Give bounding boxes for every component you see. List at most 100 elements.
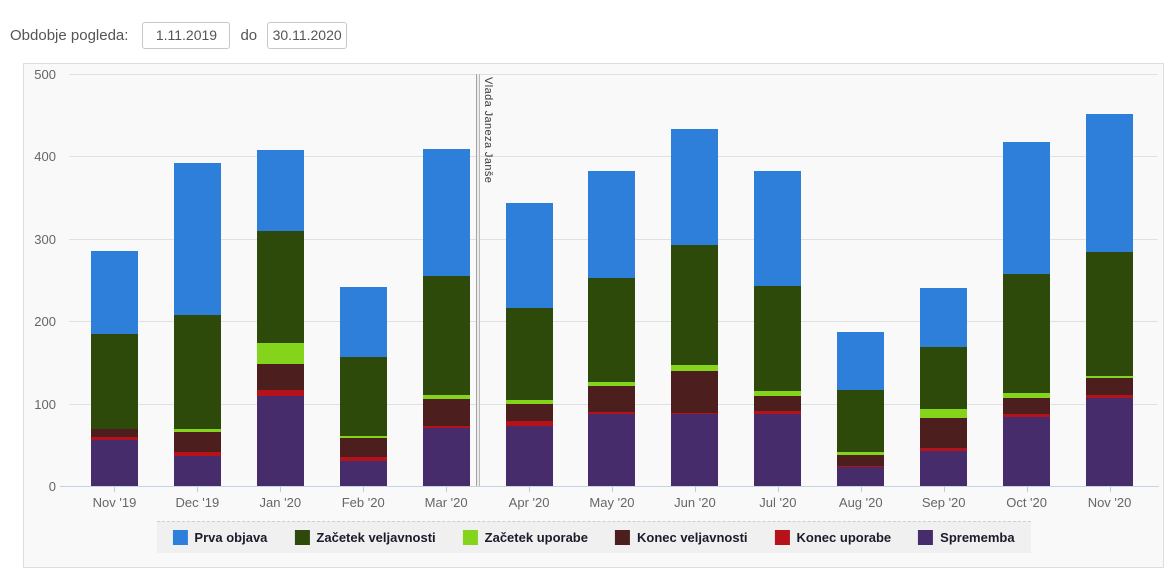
legend-item-sprememba[interactable]: Sprememba [918,530,1015,545]
bar-segment[interactable] [256,149,304,231]
bar-segment[interactable] [256,230,304,343]
bar-segment[interactable] [837,452,885,455]
bar-segment[interactable] [671,364,719,371]
bar-segment[interactable] [256,342,304,365]
stacked-bar[interactable] [837,331,885,486]
stacked-bar[interactable] [90,251,138,486]
stacked-bar[interactable] [339,287,387,486]
bar-segment[interactable] [256,396,304,486]
bar-segment[interactable] [173,455,221,486]
bar-segment[interactable] [920,417,968,449]
bar-segment[interactable] [588,277,636,383]
bar-segment[interactable] [90,429,138,437]
bar-segment[interactable] [754,285,802,392]
bar-segment[interactable] [339,356,387,436]
bar-segment[interactable] [1003,392,1051,398]
bar-segment[interactable] [422,275,470,396]
bar-segment[interactable] [90,439,138,486]
bar-segment[interactable] [422,149,470,276]
bar-segment[interactable] [920,451,968,486]
bar-segment[interactable] [754,396,802,412]
legend-item-konec-veljavnosti[interactable]: Konec veljavnosti [614,530,748,545]
bar-segment[interactable] [588,414,636,486]
bar-segment[interactable] [920,346,968,410]
bar-segment[interactable] [1086,378,1134,395]
bar-segment[interactable] [505,425,553,486]
bar-segment[interactable] [1086,397,1134,486]
bar-segment[interactable] [754,391,802,397]
bar-segment[interactable] [837,467,885,486]
bar-segment[interactable] [754,411,802,415]
bar-segment[interactable] [1086,252,1134,376]
bar-segment[interactable] [920,448,968,452]
stacked-bar[interactable] [1086,113,1134,486]
bar-segment[interactable] [339,287,387,357]
stacked-bar[interactable] [256,149,304,486]
bar-segment[interactable] [588,411,636,415]
bar-segment[interactable] [256,390,304,397]
bar-segment[interactable] [1086,375,1134,379]
stacked-bar[interactable] [754,171,802,486]
bar-segment[interactable] [837,331,885,390]
legend-item-prva-objava[interactable]: Prva objava [172,530,267,545]
stacked-bar[interactable] [173,163,221,486]
bar-segment[interactable] [920,409,968,418]
bar-segment[interactable] [671,412,719,414]
stacked-bar[interactable] [671,129,719,486]
bar-segment[interactable] [339,438,387,458]
stacked-bar[interactable] [505,202,553,486]
bar-segment[interactable] [505,404,553,421]
legend-item-za-etek-uporabe[interactable]: Začetek uporabe [462,530,588,545]
bar-segment[interactable] [173,432,221,453]
bar-segment[interactable] [588,171,636,278]
bar-segment[interactable] [1003,274,1051,393]
legend-item-konec-uporabe[interactable]: Konec uporabe [774,530,891,545]
bar-segment[interactable] [505,399,553,405]
bar-segment[interactable] [837,389,885,453]
bar-segment[interactable] [671,370,719,413]
bar-segment[interactable] [1003,413,1051,417]
bar-segment[interactable] [173,163,221,315]
bar-segment[interactable] [173,452,221,456]
bar-segment[interactable] [588,382,636,387]
legend-item-za-etek-veljavnosti[interactable]: Začetek veljavnosti [294,530,436,545]
bar-segment[interactable] [754,414,802,486]
bar-segment[interactable] [588,386,636,412]
bar-segment[interactable] [1086,113,1134,253]
bar-segment[interactable] [505,420,553,426]
bar-segment[interactable] [339,457,387,462]
stacked-bar[interactable] [920,288,968,486]
date-to-input[interactable] [267,21,348,49]
bar-segment[interactable] [173,429,221,433]
stacked-bar[interactable] [588,171,636,486]
bar-segment[interactable] [505,308,553,400]
bar-segment[interactable] [671,413,719,486]
bar-segment[interactable] [1003,141,1051,275]
bar-segment[interactable] [837,454,885,467]
bar-segment[interactable] [1003,397,1051,414]
bar-segment[interactable] [90,251,138,335]
stacked-bar[interactable] [1003,141,1051,486]
y-tick-label-0: 0 [48,479,56,494]
bar-segment[interactable] [422,428,470,486]
date-from-input[interactable] [142,21,231,49]
bar-segment[interactable] [90,436,138,440]
bar-segment[interactable] [422,398,470,426]
bar-segment[interactable] [837,466,885,468]
bar-segment[interactable] [1003,416,1051,486]
bar-segment[interactable] [671,129,719,246]
bar-segment[interactable] [256,364,304,391]
y-tick-label-200: 200 [34,314,56,330]
bar-segment[interactable] [90,334,138,430]
stacked-bar[interactable] [422,149,470,486]
bar-segment[interactable] [339,461,387,486]
bar-segment[interactable] [920,288,968,347]
bar-segment[interactable] [173,314,221,430]
bar-segment[interactable] [671,245,719,365]
bar-segment[interactable] [1086,394,1134,398]
bar-segment[interactable] [422,395,470,399]
bar-segment[interactable] [754,171,802,286]
bar-segment[interactable] [339,435,387,439]
bar-segment[interactable] [422,425,470,429]
bar-segment[interactable] [505,202,553,309]
